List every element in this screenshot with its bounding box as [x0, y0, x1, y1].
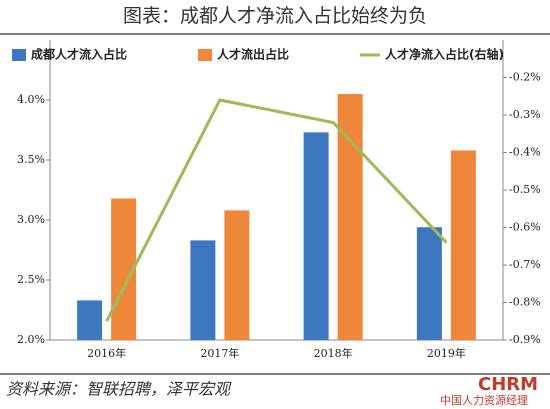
x-tick-label: 2017年: [200, 346, 239, 360]
y-tick-label: 4.0%: [17, 93, 45, 106]
bar: [303, 132, 329, 340]
legend-swatch: [12, 49, 26, 61]
bar: [190, 240, 216, 340]
y2-tick-label: -0.5%: [509, 183, 541, 196]
y-tick-label: 2.5%: [17, 273, 45, 286]
line-series: [105, 98, 448, 322]
watermark: CHRM: [478, 374, 538, 395]
y2-tick-label: -0.8%: [509, 296, 541, 309]
bar: [450, 150, 476, 340]
y2-tick-label: -0.7%: [509, 258, 541, 271]
legend-label: 人才净流入占比(右轴): [385, 47, 504, 62]
legend-swatch: [198, 49, 212, 61]
x-tick-label: 2016年: [87, 346, 126, 360]
bar: [224, 210, 250, 340]
bar: [77, 300, 103, 340]
y2-tick-label: -0.4%: [509, 146, 541, 159]
y-tick-label: 3.5%: [17, 153, 45, 166]
x-tick-label: 2019年: [427, 346, 466, 360]
y-tick-label: 3.0%: [17, 213, 45, 226]
y2-tick-label: -0.3%: [509, 108, 541, 121]
bar: [337, 94, 363, 340]
y2-tick-label: -0.6%: [509, 221, 541, 234]
bar: [416, 227, 442, 340]
y2-tick-label: -0.9%: [509, 333, 541, 346]
y2-tick-label: -0.2%: [509, 71, 541, 84]
x-tick-label: 2018年: [314, 346, 353, 360]
legend-label: 成都人才流入占比: [31, 47, 127, 62]
legend-label: 人才流出占比: [217, 47, 289, 62]
watermark-sub: 中国人力资源经理: [440, 393, 528, 407]
chart-title: 图表：成都人才净流入占比始终为负: [123, 5, 427, 27]
y-tick-label: 2.0%: [17, 333, 45, 346]
source-note: 资料来源：智联招聘，泽平宏观: [6, 380, 232, 399]
